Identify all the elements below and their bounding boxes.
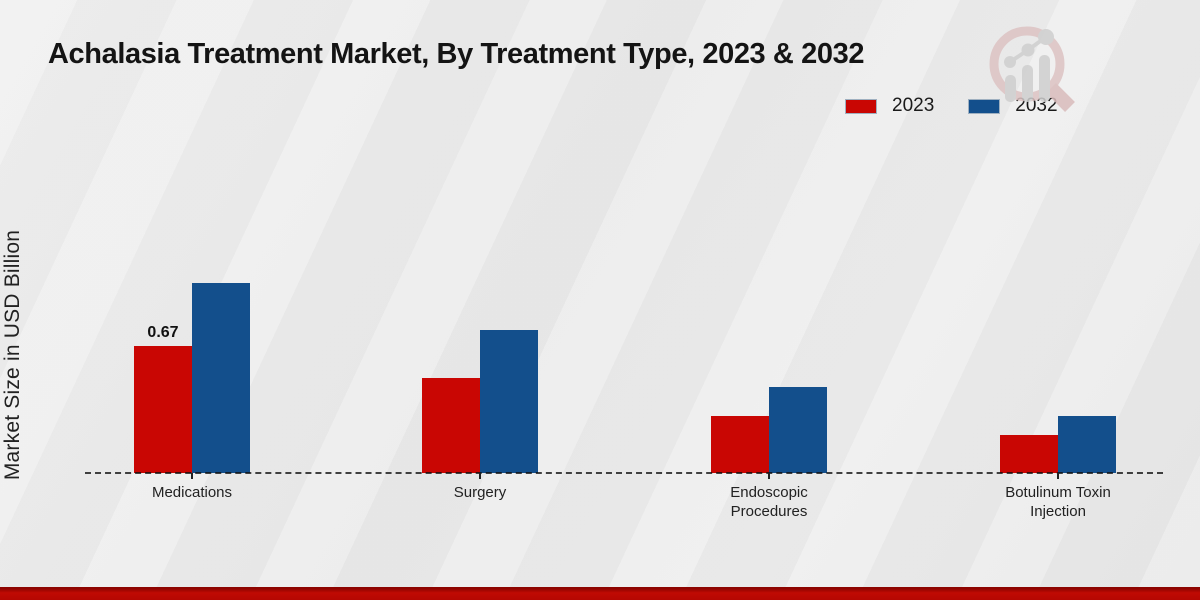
category-label-endoscopic-procedures: Endoscopic Procedures <box>730 484 808 520</box>
legend-item-2023: 2023 <box>845 95 934 117</box>
category-label-medications: Medications <box>151 484 233 501</box>
x-axis-tick <box>479 473 481 479</box>
x-axis-tick <box>1057 473 1059 479</box>
bar-2032-medications <box>192 283 250 473</box>
bar-2023-endoscopic-procedures <box>711 416 769 473</box>
legend-label-2023: 2023 <box>892 95 935 116</box>
legend-swatch-2023 <box>845 98 877 114</box>
x-axis-baseline <box>85 472 1163 474</box>
bar-2032-botulinum-toxin-injection <box>1058 416 1116 473</box>
x-axis-tick <box>191 473 193 479</box>
bar-2023-medications <box>134 346 192 473</box>
category-label-surgery: Surgery <box>453 484 507 501</box>
chart-title: Achalasia Treatment Market, By Treatment… <box>48 38 865 70</box>
bar-2032-endoscopic-procedures <box>769 387 827 473</box>
legend-swatch-2032 <box>968 98 1001 114</box>
bar-2023-botulinum-toxin-injection <box>1000 435 1058 473</box>
x-axis-tick <box>768 473 770 479</box>
footer-accent-bar <box>0 587 1200 600</box>
chart-magnifier-logo-icon <box>989 26 1075 112</box>
bar-data-label: 0.67 <box>147 324 179 341</box>
bar-2032-surgery <box>480 330 538 473</box>
bar-2023-surgery <box>422 378 480 473</box>
category-label-botulinum-toxin-injection: Botulinum Toxin Injection <box>1005 484 1111 520</box>
